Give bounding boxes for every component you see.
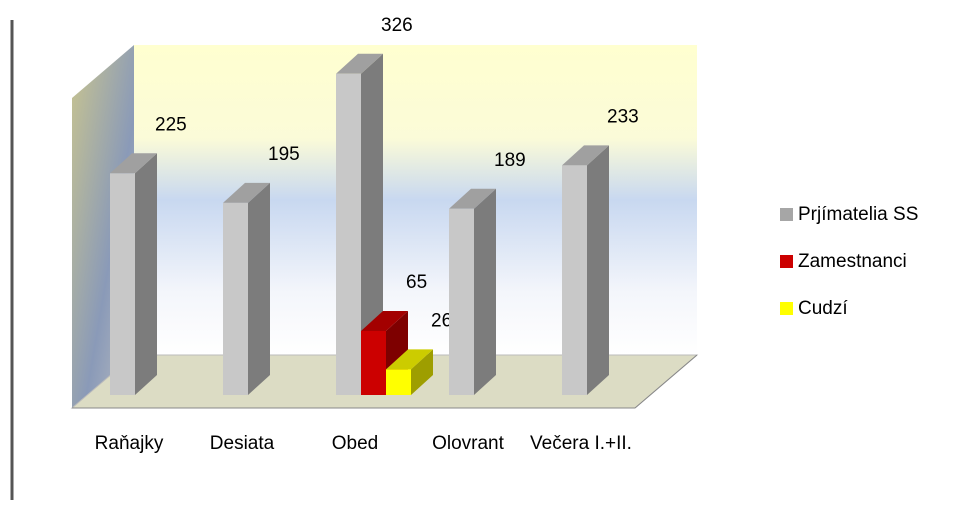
x-tick-label: Obed [331,433,379,454]
bar-side [587,145,609,395]
bar-side [474,188,496,395]
legend-swatch [780,255,793,268]
data-label: 189 [494,150,526,171]
data-label: 65 [406,272,427,293]
data-label: 225 [155,114,187,135]
data-label: 195 [268,144,300,165]
bar-top [562,145,609,166]
floor-edge [634,354,698,409]
bar-side [411,349,433,395]
bar-top [110,153,157,174]
x-tick-label: Olovrant [432,433,504,454]
bar [562,165,587,395]
x-tick-label: Raňajky [94,433,164,454]
legend-label: Cudzí [798,298,848,319]
bar [223,202,248,395]
bar-top [449,188,496,209]
bar-side [361,53,383,395]
bar-side [135,153,157,395]
legend-label: Prjímatelia SS [798,204,918,225]
bar-side [248,182,270,395]
back-wall [134,45,697,355]
data-label: 26 [431,310,452,331]
data-label: 326 [381,15,413,36]
bar-top [386,349,433,370]
bar-top [361,310,408,331]
bar-top [223,182,270,203]
x-tick-label: Desiata [209,433,275,454]
bar-top [336,53,383,74]
bar [361,330,386,395]
legend-label: Zamestnanci [798,251,907,272]
legend-swatch [780,208,793,221]
bar [110,173,135,395]
x-tick-label: Večera I.+II. [530,433,632,454]
bar [386,369,411,395]
bar [336,73,361,395]
data-label: 233 [607,106,639,127]
bar [449,208,474,395]
legend-swatch [780,302,793,315]
